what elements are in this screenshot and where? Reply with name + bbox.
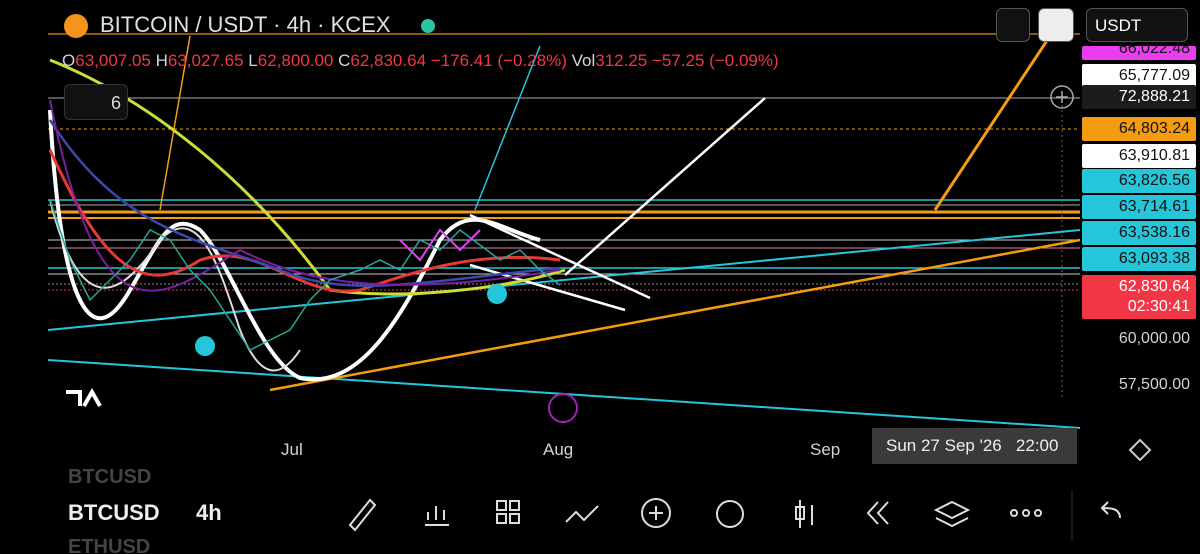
value: 63,027.65 <box>167 51 244 70</box>
label: L <box>248 51 258 70</box>
price-label: 66,022.48 <box>1082 41 1196 60</box>
price-label: 02:30:41 <box>1082 295 1196 319</box>
label: H <box>155 51 168 70</box>
watchlist-symbol[interactable]: BTCUSD <box>68 500 160 525</box>
price-label: 63,093.38 <box>1082 247 1196 271</box>
value: 62,800.00 <box>257 51 334 70</box>
price-label: 63,910.81 <box>1082 144 1196 168</box>
time-label: Jul <box>281 440 303 459</box>
indicator-toggle[interactable]: 6 <box>64 84 128 120</box>
currency-select[interactable]: USDT <box>1086 8 1188 42</box>
change: −176.41 (−0.28%) <box>430 51 567 70</box>
label: C <box>338 51 351 70</box>
price-label: 57,500.00 <box>1082 373 1196 397</box>
time-label: Sep <box>810 440 841 459</box>
value: 62,830.64 <box>350 51 427 70</box>
interval[interactable]: 4h <box>196 500 222 525</box>
value: 63,007.05 <box>75 51 151 70</box>
crosshair-label: Sun 27 Sep '26 22:00 <box>872 428 1077 464</box>
fullscreen-button[interactable] <box>1038 8 1074 42</box>
label: Vol <box>571 51 596 70</box>
price-label: 64,803.24 <box>1082 117 1196 141</box>
price-label: 65,777.09 <box>1082 64 1196 88</box>
price-label: 63,714.61 <box>1082 195 1196 219</box>
price-label: 63,538.16 <box>1082 221 1196 245</box>
time: 22:00 <box>1015 436 1059 455</box>
label: O <box>62 51 76 70</box>
time-label: Aug <box>543 440 574 459</box>
symbol-title[interactable]: BITCOIN / USDT · 4h · KCEX <box>100 12 391 37</box>
value: 312.25 <box>595 51 648 70</box>
watchlist-item[interactable]: BTCUSD <box>68 466 152 488</box>
download-button[interactable] <box>996 8 1030 42</box>
price-label: 72,888.21 <box>1082 85 1196 109</box>
watchlist-item[interactable]: ETHUSD <box>68 536 151 554</box>
price-label: 63,826.56 <box>1082 169 1196 193</box>
change: −57.25 (−0.09%) <box>651 51 779 70</box>
date: Sun 27 Sep '26 <box>886 436 1002 455</box>
ohlc-legend: O63,007.05 H63,027.65 L62,800.00 C62,830… <box>62 51 779 71</box>
price-label: 60,000.00 <box>1082 327 1196 351</box>
